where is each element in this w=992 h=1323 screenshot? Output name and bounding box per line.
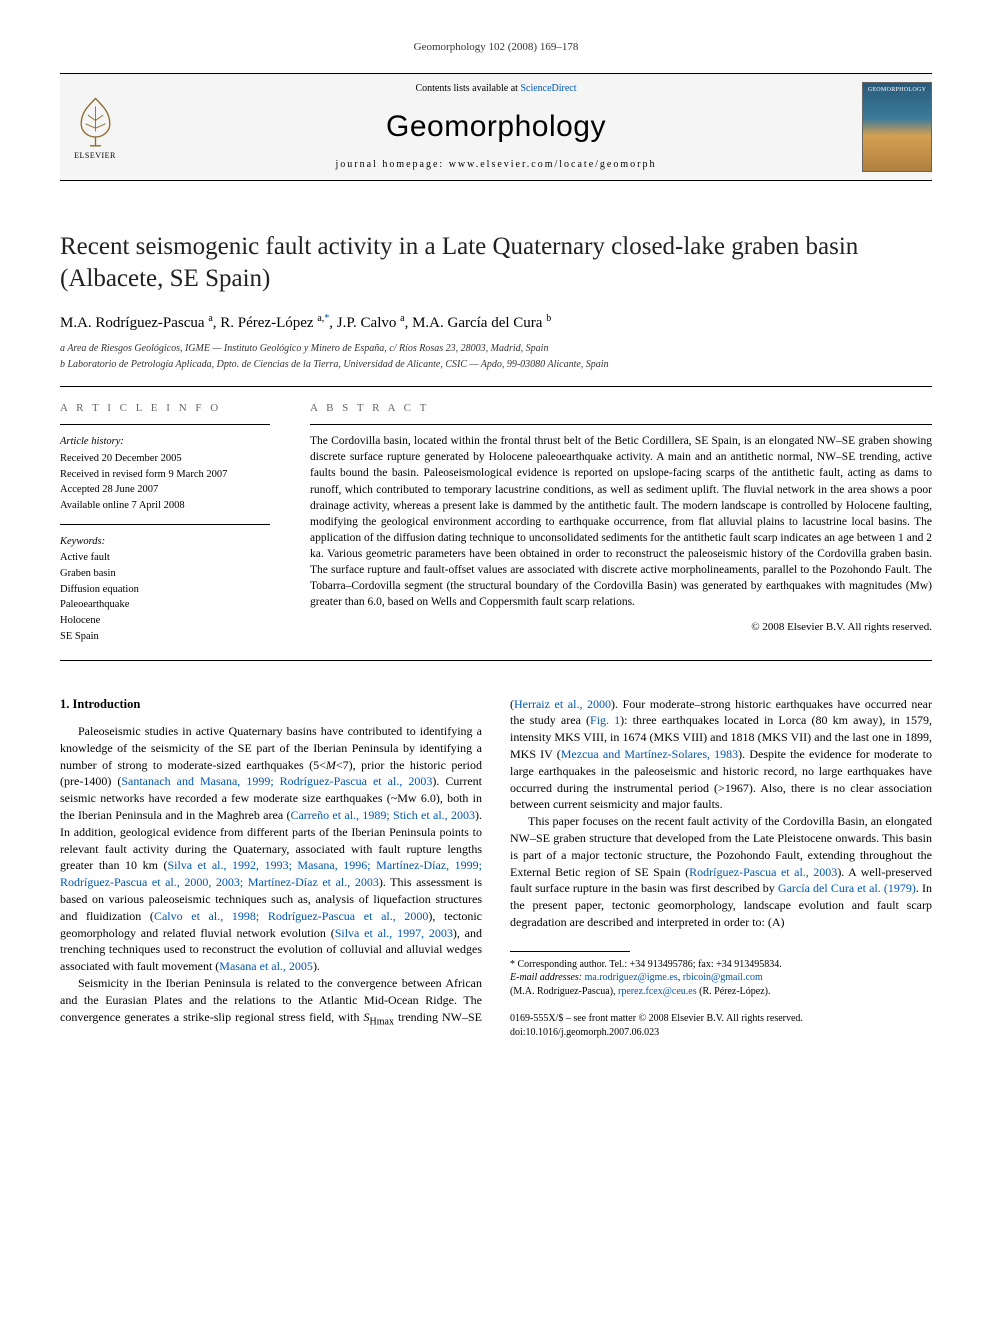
ref-link[interactable]: Santanach and Masana, 1999; Rodríguez-Pa… [121,774,432,788]
email-link[interactable]: rbicoin@gmail.com [683,972,763,983]
ref-link[interactable]: García del Cura et al. (1979) [778,881,916,895]
affiliation: a Area de Riesgos Geológicos, IGME — Ins… [60,342,932,356]
footnote-rule [510,951,630,952]
journal-header: ELSEVIER Contents lists available at Sci… [60,73,932,181]
cover-label: GEOMORPHOLOGY [863,86,931,94]
article-info: A R T I C L E I N F O Article history: R… [60,401,270,646]
sciencedirect-link[interactable]: ScienceDirect [520,83,576,94]
history-line: Received 20 December 2005 [60,452,270,467]
ref-link[interactable]: Masana et al., 2005 [219,959,313,973]
keyword: Paleoearthquake [60,598,270,613]
body-columns: 1. Introduction Paleoseismic studies in … [60,696,932,1041]
rule-top [60,386,932,387]
title-block: Recent seismogenic fault activity in a L… [60,231,932,372]
ref-link[interactable]: Calvo et al., 1998; Rodríguez-Pascua et … [154,909,428,923]
history-head: Article history: [60,435,270,450]
abs-rule [310,424,932,425]
footer-copyright: 0169-555X/$ – see front matter © 2008 El… [510,1012,932,1026]
rule-bottom [60,660,932,661]
contents-line: Contents lists available at ScienceDirec… [142,82,850,96]
elsevier-tree-icon [68,93,123,148]
abstract-text: The Cordovilla basin, located within the… [310,433,932,610]
ref-link[interactable]: Herraiz et al., 2000 [514,697,611,711]
history-line: Available online 7 April 2008 [60,499,270,514]
abstract: A B S T R A C T The Cordovilla basin, lo… [310,401,932,646]
journal-cover-thumb: GEOMORPHOLOGY [862,82,932,172]
body-p1: Paleoseismic studies in active Quaternar… [60,723,482,975]
email-line: E-mail addresses: ma.rodriguez@igme.es, … [510,971,932,985]
elsevier-label: ELSEVIER [74,150,116,161]
contents-prefix: Contents lists available at [415,83,520,94]
article-info-label: A R T I C L E I N F O [60,401,270,416]
footer-doi: doi:10.1016/j.geomorph.2007.06.023 [510,1026,932,1040]
ref-link[interactable]: Rodríguez-Pascua et al., 2003 [689,865,837,879]
footer: 0169-555X/$ – see front matter © 2008 El… [510,1012,932,1040]
keyword: Graben basin [60,567,270,582]
corresponding-note: * Corresponding author. Tel.: +34 913495… [510,958,932,972]
journal-homepage: journal homepage: www.elsevier.com/locat… [142,158,850,172]
footnote-block: * Corresponding author. Tel.: +34 913495… [510,951,932,1041]
email-line-2: (M.A. Rodríguez-Pascua), rperez.fcex@ceu… [510,985,932,999]
keyword: SE Spain [60,630,270,645]
history-line: Accepted 28 June 2007 [60,483,270,498]
info-abstract-row: A R T I C L E I N F O Article history: R… [60,401,932,646]
abstract-copyright: © 2008 Elsevier B.V. All rights reserved… [310,620,932,635]
keyword: Holocene [60,614,270,629]
info-rule [60,424,270,425]
footnotes: * Corresponding author. Tel.: +34 913495… [510,958,932,999]
email-link[interactable]: rperez.fcex@ceu.es [618,986,697,997]
section-heading: 1. Introduction [60,696,482,714]
header-mid: Contents lists available at ScienceDirec… [142,82,850,172]
elsevier-logo: ELSEVIER [60,87,130,167]
email-link[interactable]: ma.rodriguez@igme.es [585,972,678,983]
paper-title: Recent seismogenic fault activity in a L… [60,231,932,294]
ref-link[interactable]: Silva et al., 1997, 2003 [335,926,453,940]
history-line: Received in revised form 9 March 2007 [60,468,270,483]
ref-link[interactable]: Mezcua and Martínez-Solares, 1983 [561,747,738,761]
keywords-head: Keywords: [60,535,270,550]
running-head: Geomorphology 102 (2008) 169–178 [60,40,932,55]
affiliation: b Laboratorio de Petrología Aplicada, Dp… [60,358,932,372]
body-p3: This paper focuses on the recent fault a… [510,813,932,931]
authors: M.A. Rodríguez-Pascua a, R. Pérez-López … [60,312,932,334]
info-rule-2 [60,524,270,525]
journal-name: Geomorphology [142,106,850,148]
ref-link[interactable]: Carreño et al., 1989; Stich et al., 2003 [290,808,475,822]
abstract-label: A B S T R A C T [310,401,932,416]
keyword: Diffusion equation [60,583,270,598]
keyword: Active fault [60,551,270,566]
fig-link[interactable]: Fig. 1 [590,713,620,727]
